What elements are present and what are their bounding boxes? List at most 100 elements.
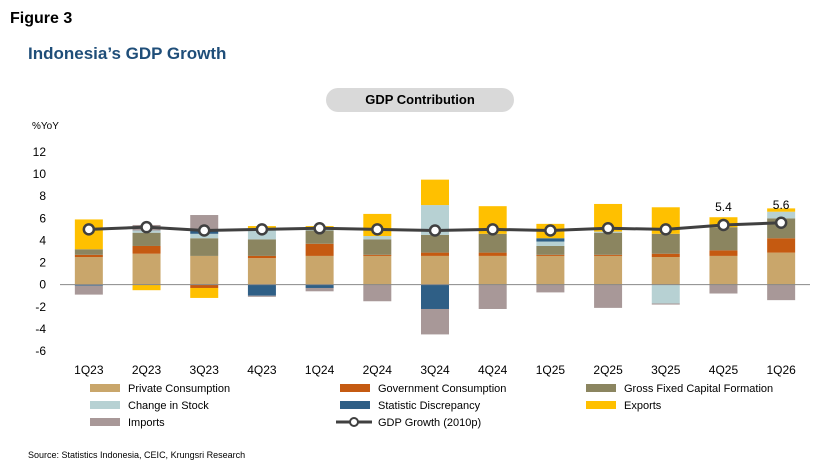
bar-segment (767, 208, 796, 212)
legend-label: GDP Growth (2010p) (378, 417, 481, 429)
gdp-growth-point (601, 222, 615, 235)
bar-segment (767, 252, 796, 285)
bar-segment (651, 233, 680, 254)
bar-segment (709, 250, 738, 256)
bar-segment (247, 295, 276, 297)
bar-segment (363, 239, 392, 255)
subtitle-pill: GDP Contribution (326, 88, 514, 112)
bar-segment (767, 284, 796, 301)
legend-label: Exports (624, 400, 662, 412)
legend-swatch (90, 401, 120, 409)
bar-segment (132, 253, 161, 285)
x-tick-label: 1Q23 (74, 363, 104, 377)
legend-label: Change in Stock (128, 400, 209, 412)
gdp-growth-point (313, 222, 326, 235)
bar-segment (132, 245, 161, 254)
bar-segment (594, 284, 623, 308)
source-note: Source: Statistics Indonesia, CEIC, Krun… (28, 450, 246, 460)
legend-label: Private Consumption (128, 383, 230, 395)
legend-label: Gross Fixed Capital Formation (624, 383, 773, 395)
bar-segment (132, 232, 161, 246)
x-tick-label: 1Q24 (305, 363, 335, 377)
bar-segment (363, 255, 392, 285)
bar-segment (363, 236, 392, 240)
bar-segment (651, 303, 680, 305)
bar-segment (74, 284, 103, 286)
bar-segment (594, 254, 623, 256)
bar-segment (421, 252, 449, 256)
bar-segment (709, 227, 738, 251)
bar-segment (421, 308, 449, 335)
bar-segment (190, 287, 219, 298)
bar-segment (305, 284, 334, 288)
bar-segment (478, 233, 507, 253)
legend-label: Government Consumption (378, 383, 506, 395)
x-tick-label: 3Q24 (420, 363, 450, 377)
gdp-growth-point (544, 224, 557, 237)
bar-segment (74, 249, 103, 255)
legend-swatch (586, 401, 616, 409)
bar-segment (247, 258, 276, 285)
bar-segment (594, 232, 623, 255)
bar-segment (363, 284, 392, 302)
bar-segment (132, 284, 161, 291)
bar-segment (536, 241, 565, 246)
bar-segment (651, 257, 680, 285)
bar-segment (536, 284, 565, 293)
gdp-growth-point (82, 223, 96, 236)
y-tick-label: 0 (39, 278, 46, 292)
bar-segment (247, 284, 276, 296)
y-axis-label: %YoY (32, 121, 59, 132)
y-tick-label: -6 (35, 344, 46, 358)
bar-segment (190, 255, 219, 285)
legend-label: Imports (128, 417, 165, 429)
bar-segment (190, 238, 219, 256)
legend-line-marker (349, 417, 359, 427)
bar-segment (190, 284, 219, 288)
bar-segment (247, 239, 276, 256)
gdp-growth-point (255, 223, 269, 236)
x-tick-label: 3Q25 (651, 363, 681, 377)
bar-segment (536, 245, 565, 255)
y-tick-label: 12 (33, 145, 47, 159)
gdp-growth-point (717, 218, 730, 232)
bar-segment (651, 284, 680, 304)
bar-segment (421, 255, 449, 285)
y-tick-label: 6 (39, 211, 46, 225)
y-tick-label: -4 (35, 322, 46, 336)
bar-segment (536, 238, 565, 242)
y-tick-label: -2 (35, 300, 46, 314)
bar-segment (74, 285, 103, 295)
bar-segment (478, 255, 507, 285)
data-label: 5.6 (773, 198, 790, 212)
legend-swatch (586, 384, 616, 392)
data-label: 5.4 (715, 200, 732, 214)
x-tick-label: 4Q23 (247, 363, 277, 377)
gdp-growth-point (371, 223, 384, 236)
bar-segment (709, 284, 738, 294)
gdp-growth-point (428, 224, 442, 237)
bar-segment (767, 238, 796, 253)
bar-segment (74, 257, 103, 285)
y-tick-label: 8 (39, 189, 46, 203)
bar-segment (421, 234, 449, 253)
bar-segment (305, 230, 334, 244)
legend-swatch (90, 418, 120, 426)
bar-segment (421, 284, 449, 309)
bar-segment (190, 215, 219, 231)
y-tick-label: 4 (39, 233, 46, 247)
bar-segment (305, 287, 334, 292)
x-tick-label: 2Q23 (132, 363, 162, 377)
bar-segment (478, 252, 507, 256)
bar-segment (247, 255, 276, 259)
bar-segment (305, 243, 334, 256)
gdp-growth-point (486, 223, 499, 236)
legend-swatch (90, 384, 120, 392)
gdp-growth-point (659, 223, 673, 236)
y-tick-label: 10 (33, 167, 47, 181)
legend-swatch (340, 401, 370, 409)
bar-segment (767, 211, 796, 219)
bar-segment (363, 254, 392, 256)
gdp-growth-point (197, 224, 211, 237)
